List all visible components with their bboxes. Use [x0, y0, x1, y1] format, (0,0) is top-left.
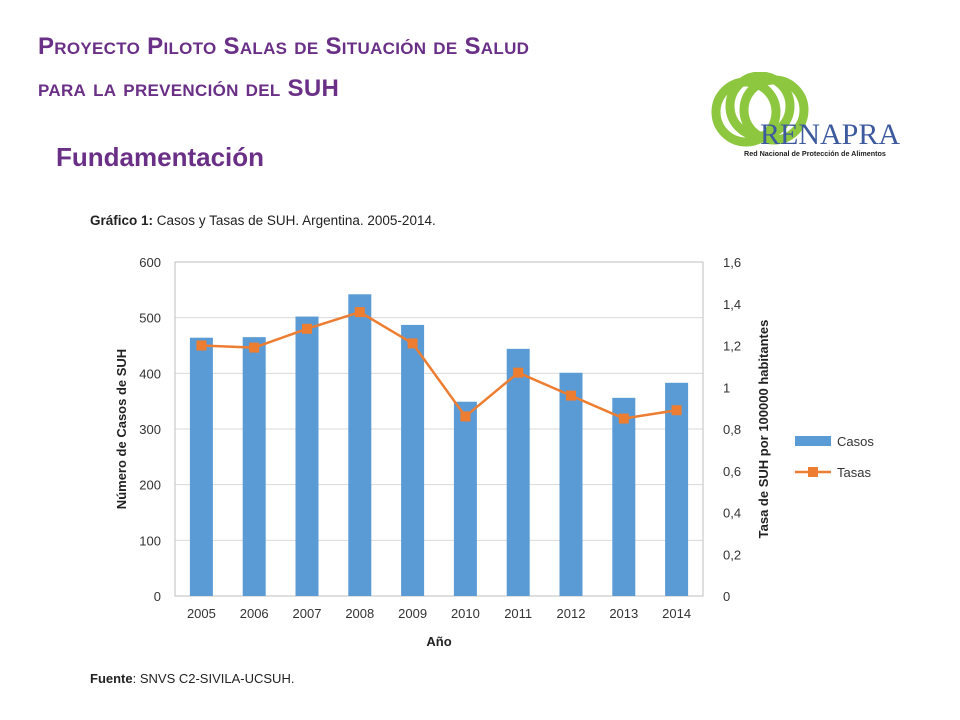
- marker-tasas: [460, 411, 471, 422]
- marker-tasas: [249, 342, 260, 353]
- bar-casos: [242, 337, 266, 596]
- x-tick-label: 2011: [504, 606, 532, 621]
- renapra-logo: RENAPRA Red Nacional de Protección de Al…: [711, 72, 900, 158]
- chart-source: Fuente: SNVS C2-SIVILA-UCSUH.: [90, 671, 294, 686]
- y2-tick-label: 0,8: [723, 422, 741, 437]
- slide-title-line-1: Proyecto Piloto Salas de Situación de Sa…: [38, 33, 530, 60]
- slide-title: Proyecto Piloto Salas de Situación de Sa…: [38, 26, 529, 110]
- chart-caption-text: Casos y Tasas de SUH. Argentina. 2005-20…: [156, 213, 436, 228]
- y2-tick-label: 0: [723, 589, 730, 604]
- y-tick-label: 600: [139, 255, 161, 270]
- y2-axis-title: Tasa de SUH por 100000 habitantes: [756, 320, 771, 539]
- legend-label-casos: Casos: [837, 434, 874, 449]
- marker-tasas: [671, 405, 682, 416]
- bar-casos: [506, 348, 530, 596]
- x-tick-label: 2008: [345, 606, 374, 621]
- bar-casos: [612, 397, 636, 596]
- bar-casos: [401, 324, 425, 596]
- marker-tasas: [196, 340, 207, 351]
- marker-tasas: [354, 307, 365, 318]
- y-tick-label: 500: [139, 311, 161, 326]
- marker-tasas: [566, 390, 576, 401]
- y-tick-label: 0: [154, 589, 161, 604]
- y2-tick-label: 1,6: [723, 255, 741, 270]
- y2-tick-label: 1,4: [723, 297, 741, 312]
- y-tick-label: 200: [139, 478, 161, 493]
- y-tick-label: 300: [139, 422, 161, 437]
- y-axis-title: Número de Casos de SUH: [114, 349, 129, 509]
- y-tick-label: 100: [139, 533, 161, 548]
- marker-tasas: [302, 323, 312, 334]
- logo-subtitle: Red Nacional de Protección de Alimentos: [744, 149, 886, 158]
- logo-rings-icon: [711, 72, 809, 147]
- x-tick-label: 2006: [240, 606, 269, 621]
- bar-casos: [453, 401, 477, 596]
- cases-rates-chart: 0 100 200 300 400 500 600 0 0,2 0,4 0,6 0,8 1 1,2 1,4 1…: [114, 255, 874, 649]
- x-tick-label: 2009: [398, 606, 427, 621]
- legend-marker-tasas: [808, 467, 818, 477]
- bar-casos: [189, 337, 213, 596]
- legend-swatch-casos: [795, 436, 831, 446]
- y2-tick-label: 0,6: [723, 464, 741, 479]
- chart-caption: Gráfico 1: Casos y Tasas de SUH. Argenti…: [90, 213, 436, 228]
- marker-tasas: [513, 367, 524, 378]
- x-tick-label: 2012: [557, 606, 586, 621]
- marker-tasas: [618, 413, 629, 424]
- legend-label-tasas: Tasas: [837, 465, 871, 480]
- y2-tick-label: 0,4: [723, 506, 741, 521]
- bar-casos: [665, 382, 689, 596]
- x-tick-label: 2007: [293, 606, 322, 621]
- bar-casos: [348, 294, 372, 596]
- logo-wordmark: RENAPRA: [760, 118, 900, 151]
- marker-tasas: [407, 338, 418, 349]
- y2-tick-label: 1: [723, 380, 730, 395]
- y2-tick-label: 1,2: [723, 339, 741, 354]
- x-tick-label: 2005: [187, 606, 216, 621]
- chart-source-label: Fuente: [90, 671, 133, 686]
- bar-casos: [559, 372, 583, 596]
- x-tick-label: 2014: [662, 606, 691, 621]
- line-tasas: [201, 310, 677, 420]
- chart-caption-label: Gráfico 1:: [90, 213, 154, 228]
- x-tick-label: 2013: [609, 606, 638, 621]
- y2-tick-label: 0,2: [723, 547, 741, 562]
- section-heading: Fundamentación: [56, 142, 265, 172]
- bar-casos: [295, 316, 319, 596]
- plot-frame: [174, 261, 704, 597]
- chart-source-text: : SNVS C2-SIVILA-UCSUH.: [132, 671, 295, 686]
- slide-title-line-2: para la prevención del SUH: [38, 75, 340, 102]
- y-tick-label: 400: [139, 366, 161, 381]
- x-tick-label: 2010: [451, 606, 480, 621]
- x-axis-title: Año: [426, 634, 451, 649]
